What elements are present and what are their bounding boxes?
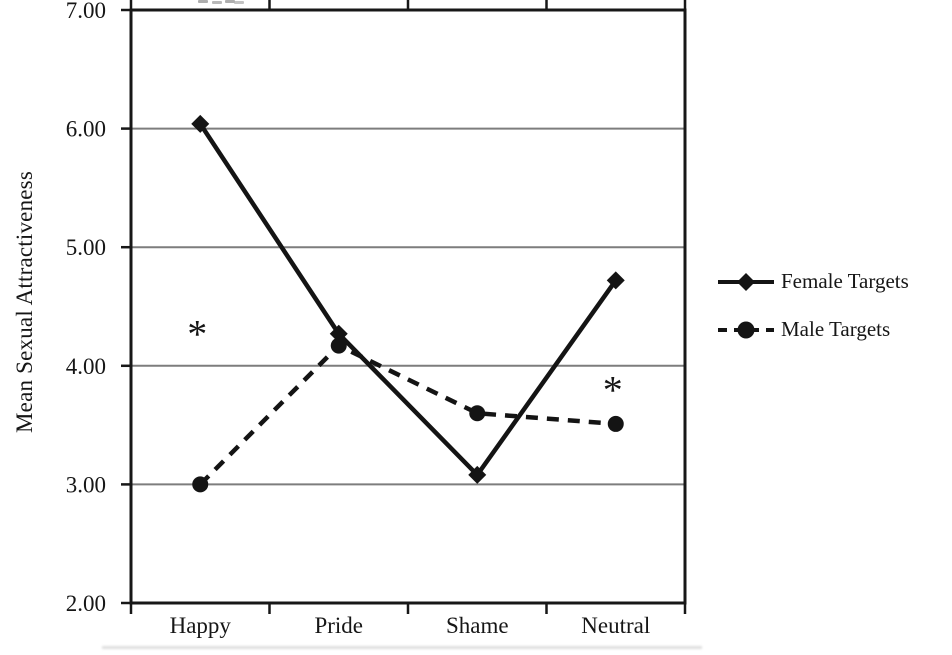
y-tick-label: 6.00 (66, 117, 106, 142)
marker-diamond (468, 465, 487, 484)
x-tick-label: Neutral (581, 613, 650, 638)
legend-label-male-targets: Male Targets (781, 317, 891, 341)
series-line-dashed (198, 342, 616, 486)
legend: Female Targets Male Targets (716, 269, 909, 342)
plot-border (129, 8, 687, 605)
y-tick-label: 7.00 (66, 0, 106, 23)
cropped-text-remnant (198, 0, 208, 3)
x-tick-label: Happy (170, 613, 232, 638)
marker-circle (607, 415, 624, 432)
marker-circle (469, 405, 486, 422)
marker-diamond (606, 271, 625, 290)
legend-label-female-targets: Female Targets (781, 269, 909, 293)
marker-circle (330, 337, 347, 354)
x-tick-label: Shame (446, 613, 509, 638)
y-tick-label: 5.00 (66, 235, 106, 260)
legend-item-male-targets: Male Targets (716, 317, 909, 342)
x-tick-label: Pride (314, 613, 363, 638)
marker-circle (192, 476, 209, 493)
significance-asterisk: * (603, 367, 623, 412)
solid-line-diamond-icon (718, 272, 774, 291)
scan-artifact-line (102, 646, 702, 649)
dashed-line-circle-icon (718, 321, 774, 338)
y-axis-title: Mean Sexual Attractiveness (12, 171, 37, 433)
marker-diamond (191, 114, 210, 133)
significance-asterisk: * (187, 312, 207, 357)
legend-item-female-targets: Female Targets (716, 269, 909, 294)
marker-diamond (329, 324, 348, 343)
series-line-solid (198, 122, 618, 479)
y-tick-label: 4.00 (66, 354, 106, 379)
y-tick-label: 3.00 (66, 472, 106, 497)
y-tick-label: 2.00 (66, 591, 106, 616)
